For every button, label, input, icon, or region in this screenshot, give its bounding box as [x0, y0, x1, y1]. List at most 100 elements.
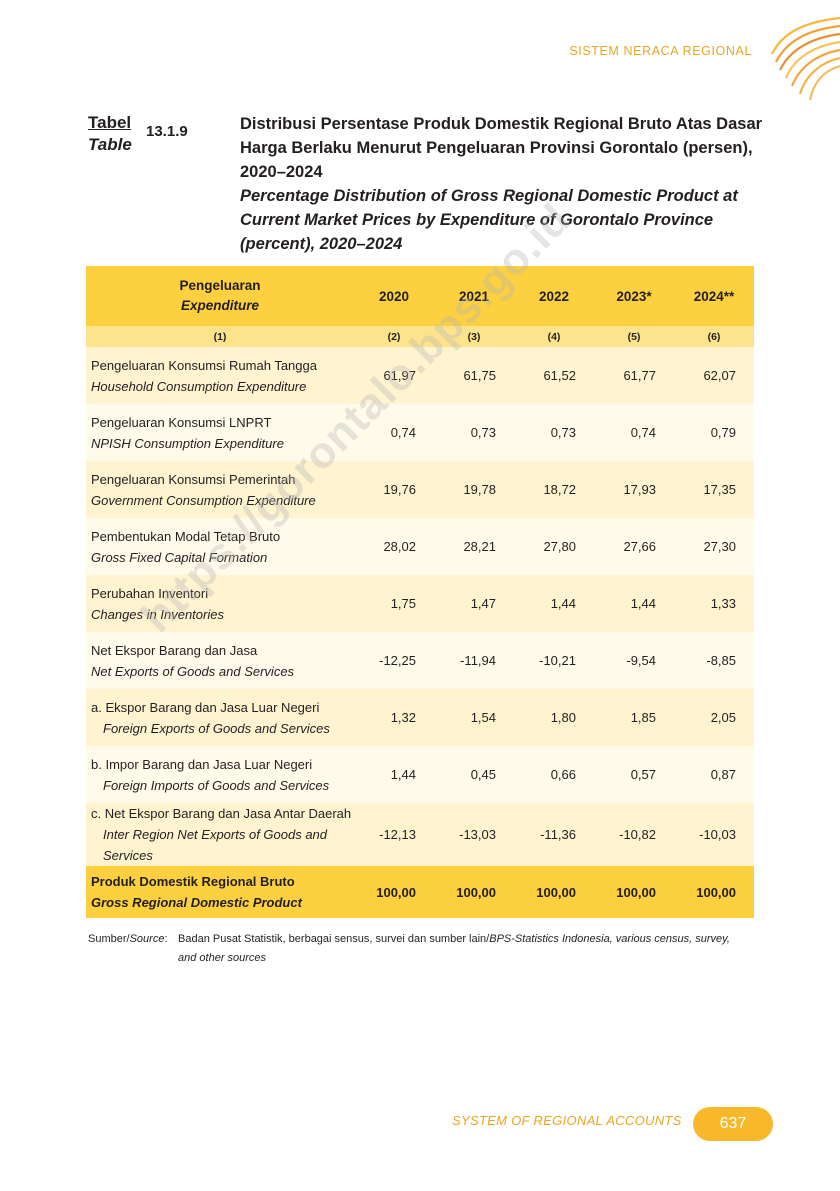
table-cell: 61,97: [383, 368, 416, 383]
row-label-en: Foreign Exports of Goods and Services: [103, 720, 330, 736]
page-number-badge: 637: [693, 1107, 773, 1141]
source-label-en: Source: [129, 933, 165, 945]
table-cell: 18,72: [543, 482, 576, 497]
column-number: (2): [387, 330, 401, 343]
table-cell: -12,13: [379, 827, 416, 842]
table-cell: 1,44: [550, 596, 576, 611]
table-cell: 62,07: [703, 368, 736, 383]
row-label-en: NPISH Consumption Expenditure: [91, 435, 284, 451]
row-label: Pengeluaran Konsumsi LNPRT NPISH Consumpt…: [86, 404, 354, 461]
header-expenditure-id: Pengeluaran: [179, 278, 261, 293]
row-label: b. Impor Barang dan Jasa Luar Negeri Fore…: [86, 746, 354, 803]
total-cell: 100,00: [616, 884, 656, 900]
table-label-id: Tabel: [88, 113, 132, 132]
total-cell: 100,00: [536, 884, 576, 900]
table-label-en: Table: [88, 135, 132, 154]
header-year: 2021: [458, 288, 490, 304]
table-cell: 27,66: [623, 539, 656, 554]
table-cell: 1,33: [710, 596, 736, 611]
table-cell: 19,76: [383, 482, 416, 497]
table-row: Pengeluaran Konsumsi Rumah Tangga Househo…: [86, 347, 754, 404]
table-cell: 1,44: [630, 596, 656, 611]
table-cell: 17,35: [703, 482, 736, 497]
table-cell: -10,03: [699, 827, 736, 842]
row-label-id: Pengeluaran Konsumsi Pemerintah: [91, 471, 296, 487]
table-cell: -9,54: [626, 653, 656, 668]
row-label-en: Inter Region Net Exports of Goods and Se…: [103, 827, 328, 863]
column-number: (3): [467, 330, 481, 343]
header-expenditure-en: Expenditure: [180, 298, 259, 313]
table-cell: -10,82: [619, 827, 656, 842]
table-cell: 1,54: [470, 710, 496, 725]
table-cell: 0,79: [710, 425, 736, 440]
source-text-id: Badan Pusat Statistik, berbagai sensus, …: [178, 933, 490, 945]
table-cell: -12,25: [379, 653, 416, 668]
row-label: c. Net Ekspor Barang dan Jasa Antar Daer…: [86, 803, 354, 866]
table-row: b. Impor Barang dan Jasa Luar Negeri Fore…: [86, 746, 754, 803]
table-cell: 1,44: [390, 767, 416, 782]
section-header-label: SISTEM NERACA REGIONAL: [569, 44, 752, 58]
table-cell: 27,30: [703, 539, 736, 554]
table-cell: -11,94: [460, 653, 496, 668]
title-en: Percentage Distribution of Gross Regiona…: [240, 187, 738, 253]
table-number: 13.1.9: [146, 123, 188, 140]
header-year: 2024**: [693, 288, 735, 304]
table-cell: -8,85: [706, 653, 736, 668]
row-label-id: a. Ekspor Barang dan Jasa Luar Negeri: [91, 699, 320, 715]
row-label-en: Gross Fixed Capital Formation: [91, 549, 268, 565]
table-cell: 1,85: [630, 710, 656, 725]
table-titles: Distribusi Persentase Produk Domestik Re…: [240, 112, 770, 256]
column-number: (1): [213, 330, 227, 343]
row-label-id: Pengeluaran Konsumsi Rumah Tangga: [91, 357, 317, 373]
row-label: Perubahan Inventori Changes in Inventorie…: [86, 575, 354, 632]
row-label-id: Pembentukan Modal Tetap Bruto: [91, 528, 281, 544]
table-cell: 1,80: [550, 710, 576, 725]
table-cell: 0,74: [390, 425, 416, 440]
row-label-id: b. Impor Barang dan Jasa Luar Negeri: [91, 756, 313, 772]
source-text-en: BPS-Statistics Indonesia, various census…: [178, 933, 730, 964]
footer-section-label: SYSTEM OF REGIONAL ACCOUNTS: [452, 1113, 682, 1128]
table-row: c. Net Ekspor Barang dan Jasa Antar Daer…: [86, 803, 754, 866]
table-cell: 1,32: [390, 710, 416, 725]
table-cell: -10,21: [539, 653, 576, 668]
row-label: Pengeluaran Konsumsi Pemerintah Governmen…: [86, 461, 354, 518]
row-label: a. Ekspor Barang dan Jasa Luar Negeri For…: [86, 689, 354, 746]
table-header-row: Pengeluaran Expenditure 2020 2021 2022 2…: [86, 266, 754, 326]
table-row: a. Ekspor Barang dan Jasa Luar Negeri For…: [86, 689, 754, 746]
row-label: Pembentukan Modal Tetap Bruto Gross Fixed…: [86, 518, 354, 575]
source-label-id: Sumber/: [88, 933, 130, 945]
table-cell: 1,47: [470, 596, 496, 611]
table-row: Perubahan Inventori Changes in Inventorie…: [86, 575, 754, 632]
table-label: Tabel Table: [88, 112, 132, 156]
row-label-en: Household Consumption Expenditure: [91, 378, 307, 394]
table-cell: 19,78: [463, 482, 496, 497]
row-label-en: Net Exports of Goods and Services: [91, 663, 295, 679]
row-label-id: c. Net Ekspor Barang dan Jasa Antar Daer…: [91, 806, 352, 821]
total-label-id: Produk Domestik Regional Bruto: [91, 874, 295, 889]
total-label-en: Gross Regional Domestic Product: [91, 895, 302, 910]
title-id: Distribusi Persentase Produk Domestik Re…: [240, 115, 763, 181]
table-total-row: Produk Domestik Regional Bruto Gross Regi…: [86, 866, 754, 918]
table-cell: 61,77: [623, 368, 656, 383]
table-cell: 27,80: [543, 539, 576, 554]
total-cell: 100,00: [376, 884, 416, 900]
row-label-id: Pengeluaran Konsumsi LNPRT: [91, 414, 272, 430]
table-cell: 0,74: [630, 425, 656, 440]
column-number: (5): [627, 330, 641, 343]
table-cell: 61,52: [543, 368, 576, 383]
total-cell: 100,00: [696, 884, 736, 900]
row-label-id: Perubahan Inventori: [91, 585, 209, 601]
table-row: Pengeluaran Konsumsi LNPRT NPISH Consumpt…: [86, 404, 754, 461]
table-cell: 0,66: [550, 767, 576, 782]
table-cell: 61,75: [463, 368, 496, 383]
source-label: Sumber/Source:: [88, 933, 168, 945]
table-cell: 0,73: [470, 425, 496, 440]
row-label-id: Net Ekspor Barang dan Jasa: [91, 642, 258, 658]
header-year: 2020: [378, 288, 410, 304]
column-number: (4): [547, 330, 561, 343]
source-text: Badan Pusat Statistik, berbagai sensus, …: [178, 930, 748, 968]
table-row: Pembentukan Modal Tetap Bruto Gross Fixed…: [86, 518, 754, 575]
row-label-en: Government Consumption Expenditure: [91, 492, 316, 508]
header-year: 2022: [538, 288, 570, 304]
table-column-number-row: (1) (2) (3) (4) (5) (6): [86, 326, 754, 347]
